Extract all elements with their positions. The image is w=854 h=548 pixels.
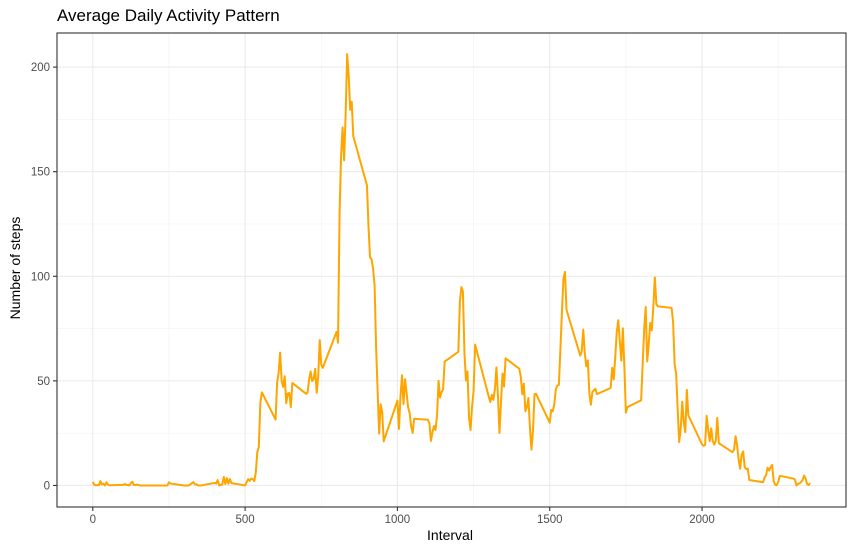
chart-title: Average Daily Activity Pattern (57, 6, 280, 25)
y-tick-label: 0 (44, 480, 50, 492)
x-axis-label: Interval (427, 527, 473, 543)
x-tick-label: 2000 (689, 514, 715, 526)
y-tick-label: 200 (31, 62, 50, 74)
series-line-1 (91, 53, 811, 487)
y-tick-label: 150 (31, 167, 50, 179)
x-tick-label: 0 (90, 514, 96, 526)
panel-border (56, 32, 847, 508)
y-tick-label: 50 (37, 376, 50, 388)
x-tick-label: 500 (236, 514, 255, 526)
x-tick-label: 1500 (537, 514, 563, 526)
y-tick-label: 100 (31, 271, 50, 283)
y-axis-label: Number of steps (7, 216, 23, 320)
x-tick-label: 1000 (385, 514, 411, 526)
